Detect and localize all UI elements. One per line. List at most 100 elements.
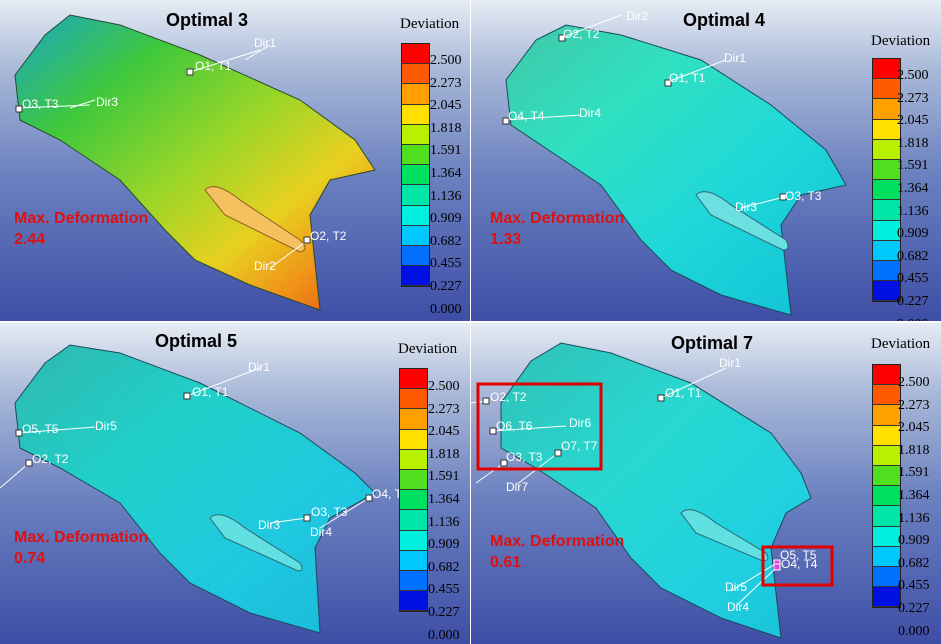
legend-swatch: [873, 546, 900, 567]
callout-label: Dir4: [310, 525, 332, 539]
callout-label: O4, T4: [781, 557, 818, 571]
legend-swatch: [873, 365, 900, 386]
fender-render-optimal-5: O1, T1 Dir1 O5, T5 Dir5 O2, T2 O3, T3 Di…: [0, 344, 409, 634]
legend-swatch: [400, 369, 427, 390]
callout-label: Dir5: [95, 419, 117, 433]
panel-title: Optimal 3: [166, 10, 249, 30]
callout-label: O3, T3: [22, 97, 59, 111]
legend-title: Deviation: [871, 33, 931, 49]
legend-labels: 2.500 2.273 2.045 1.818 1.591 1.364 1.136 0.909…: [897, 65, 929, 321]
callout-label: O4, T4: [508, 109, 545, 123]
legend-swatch: [402, 205, 429, 226]
callout-label: O2, T2: [32, 452, 69, 466]
max-deformation-value: 0.74: [14, 550, 46, 567]
legend-value: 0.227: [897, 293, 929, 309]
legend-value: 1.136: [428, 514, 460, 530]
legend-swatch: [873, 465, 900, 487]
legend-swatch: [873, 526, 900, 547]
legend-swatch: [873, 79, 900, 100]
color-legend-bar: [872, 364, 901, 609]
callout-label: O6, T6: [496, 419, 533, 433]
legend-swatch: [873, 220, 900, 241]
callout-label: Dir3: [96, 95, 118, 109]
legend-swatch: [873, 119, 900, 140]
legend-swatch: [402, 266, 429, 287]
legend-swatch: [873, 385, 900, 406]
legend-value: 1.591: [898, 465, 930, 481]
legend-swatch: [873, 159, 900, 181]
legend-swatch: [873, 180, 900, 201]
legend-swatch: [873, 566, 900, 588]
legend-swatch: [400, 510, 427, 531]
legend-value: 0.000: [898, 623, 930, 639]
callout-label: O1, T1: [192, 385, 229, 399]
callout-label: O1, T1: [665, 386, 702, 400]
callout-label: O1, T1: [195, 59, 232, 73]
callout-label: Dir4: [727, 600, 749, 614]
legend-value: 0.909: [897, 226, 929, 242]
legend-swatch: [873, 587, 900, 608]
legend-value: 1.591: [428, 469, 460, 485]
max-deformation-value: 1.33: [490, 231, 522, 248]
color-legend-bar: [401, 43, 430, 288]
callout-label: Dir3: [735, 200, 757, 214]
legend-value: 1.136: [897, 203, 929, 219]
callout-label: Dir2: [254, 259, 276, 273]
legend-swatch: [402, 245, 429, 267]
legend-swatch: [402, 44, 429, 65]
callout-label: Dir3: [258, 518, 280, 532]
legend-swatch: [402, 144, 429, 166]
legend-value: 1.818: [430, 120, 462, 136]
fender-render-optimal-4: O2, T2 Dir2 O1, T1 Dir1 O4, T4 Dir4 O3, …: [502, 9, 847, 316]
legend-swatch: [400, 409, 427, 430]
max-deformation: Max. Deformation 0.61: [490, 531, 624, 573]
legend-swatch: [400, 530, 427, 551]
legend-swatch: [873, 506, 900, 527]
legend-value: 2.500: [430, 53, 462, 68]
legend-value: 2.500: [897, 68, 929, 83]
max-deformation-label: Max. Deformation: [490, 210, 625, 227]
legend-value: 1.818: [897, 135, 929, 151]
legend-labels: 2.500 2.273 2.045 1.818 1.591 1.364 1.136 0.909…: [898, 372, 930, 643]
legend-swatch: [402, 165, 429, 186]
legend-swatch: [873, 260, 900, 282]
max-deformation: Max. Deformation 2.44: [14, 208, 148, 250]
legend-swatch: [873, 405, 900, 426]
legend-value: 0.682: [897, 248, 929, 264]
legend-swatch: [873, 281, 900, 302]
legend-value: 1.136: [898, 510, 930, 526]
fender-slot: [680, 509, 769, 562]
color-legend-bar: [872, 58, 901, 303]
panel-title: Optimal 7: [671, 333, 754, 353]
legend-title: Deviation: [398, 341, 458, 357]
callout-label: Dir7: [506, 480, 528, 494]
legend-swatch: [400, 591, 427, 612]
max-deformation: Max. Deformation 0.74: [14, 527, 148, 569]
legend-value: 0.682: [430, 233, 462, 249]
legend-value: 0.682: [898, 555, 930, 571]
callout-label: Dir1: [724, 51, 746, 65]
legend-value: 1.364: [897, 180, 929, 196]
highlight-box: [761, 545, 834, 587]
legend-swatch: [873, 425, 900, 446]
legend-value: 0.455: [428, 582, 460, 598]
legend-swatch: [400, 449, 427, 470]
legend-value: 2.273: [430, 75, 462, 91]
legend-value: 0.455: [898, 578, 930, 594]
fender-render-optimal-7: O1, T1 Dir1 O2, T2 O6, T6 Dir6 O3, T3 O7…: [471, 342, 834, 639]
max-deformation-value: 0.61: [490, 554, 522, 571]
legend-swatch: [400, 550, 427, 571]
legend-value: 1.364: [428, 491, 460, 507]
legend-value: 0.455: [430, 256, 462, 272]
legend-value: 1.364: [430, 165, 462, 181]
legend-swatch: [873, 200, 900, 221]
fender-slot: [204, 186, 306, 253]
legend-value: 2.045: [428, 424, 460, 440]
legend-swatch: [402, 64, 429, 85]
legend-labels: 2.500 2.273 2.045 1.818 1.591 1.364 1.136 0.909…: [428, 376, 460, 644]
callout-label: O2, T2: [490, 390, 527, 404]
legend-value: 0.227: [898, 600, 930, 616]
callout-label: O3, T3: [785, 189, 822, 203]
legend-swatch: [402, 124, 429, 145]
